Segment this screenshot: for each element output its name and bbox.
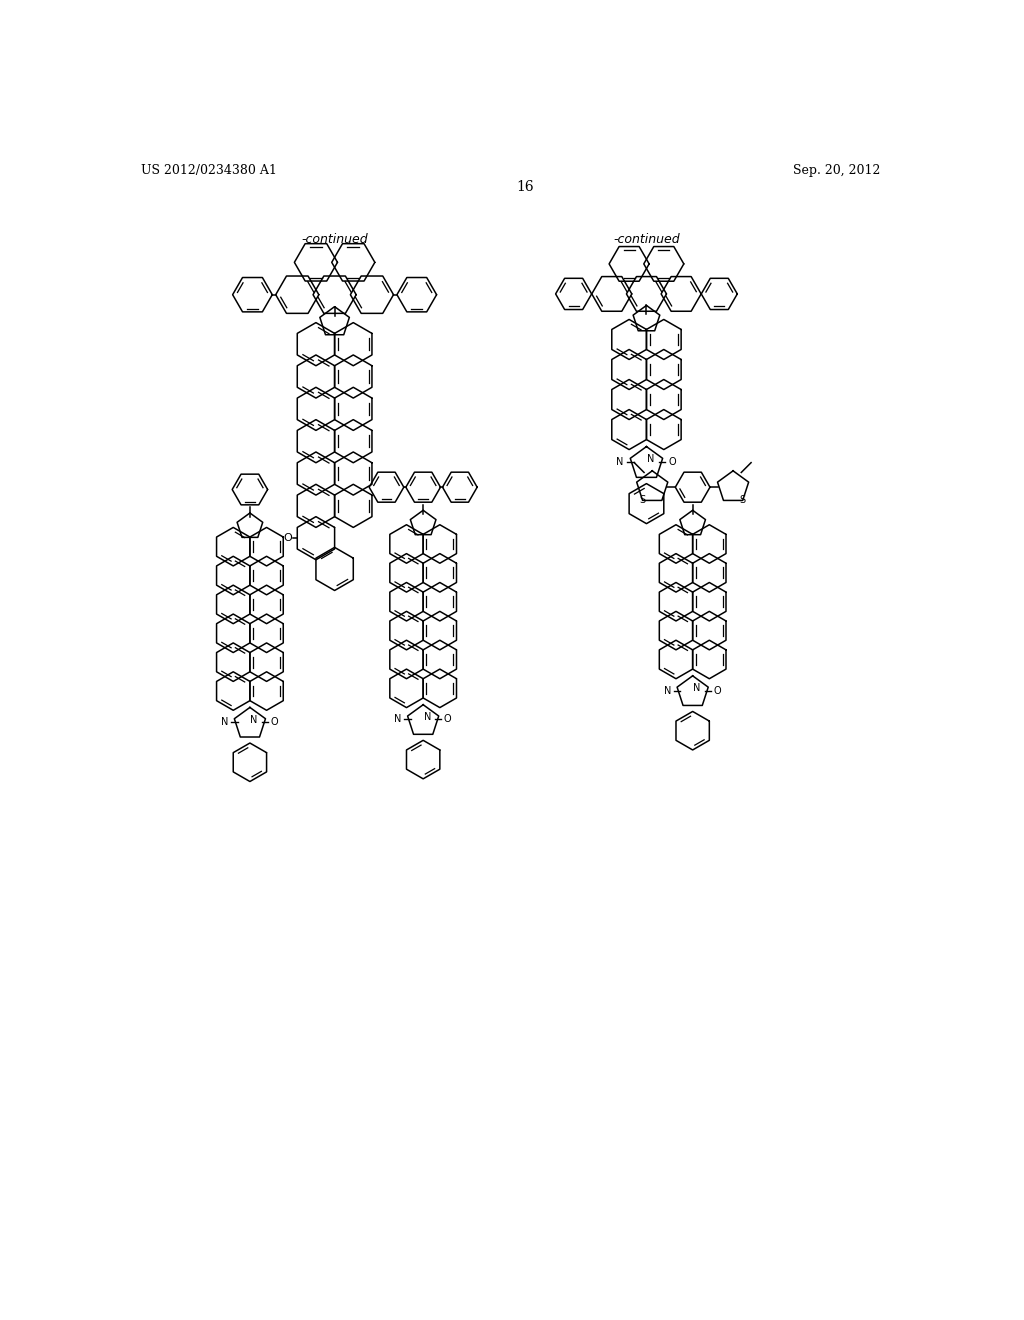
Text: US 2012/0234380 A1: US 2012/0234380 A1 [140,164,276,177]
Text: O: O [443,714,452,725]
Text: -continued: -continued [613,232,680,246]
Text: O: O [284,533,292,544]
Text: Sep. 20, 2012: Sep. 20, 2012 [793,164,881,177]
Text: S: S [739,495,745,506]
Text: 16: 16 [516,180,534,194]
Text: N: N [221,717,228,727]
Text: -continued: -continued [301,232,368,246]
Text: N: N [394,714,401,725]
Text: N: N [664,685,671,696]
Text: O: O [714,685,721,696]
Text: N: N [616,457,624,467]
Text: N: N [250,714,258,725]
Text: N: N [693,684,700,693]
Text: O: O [669,457,676,467]
Text: N: N [424,711,431,722]
Text: S: S [639,495,645,506]
Text: N: N [647,454,654,465]
Text: O: O [270,717,279,727]
